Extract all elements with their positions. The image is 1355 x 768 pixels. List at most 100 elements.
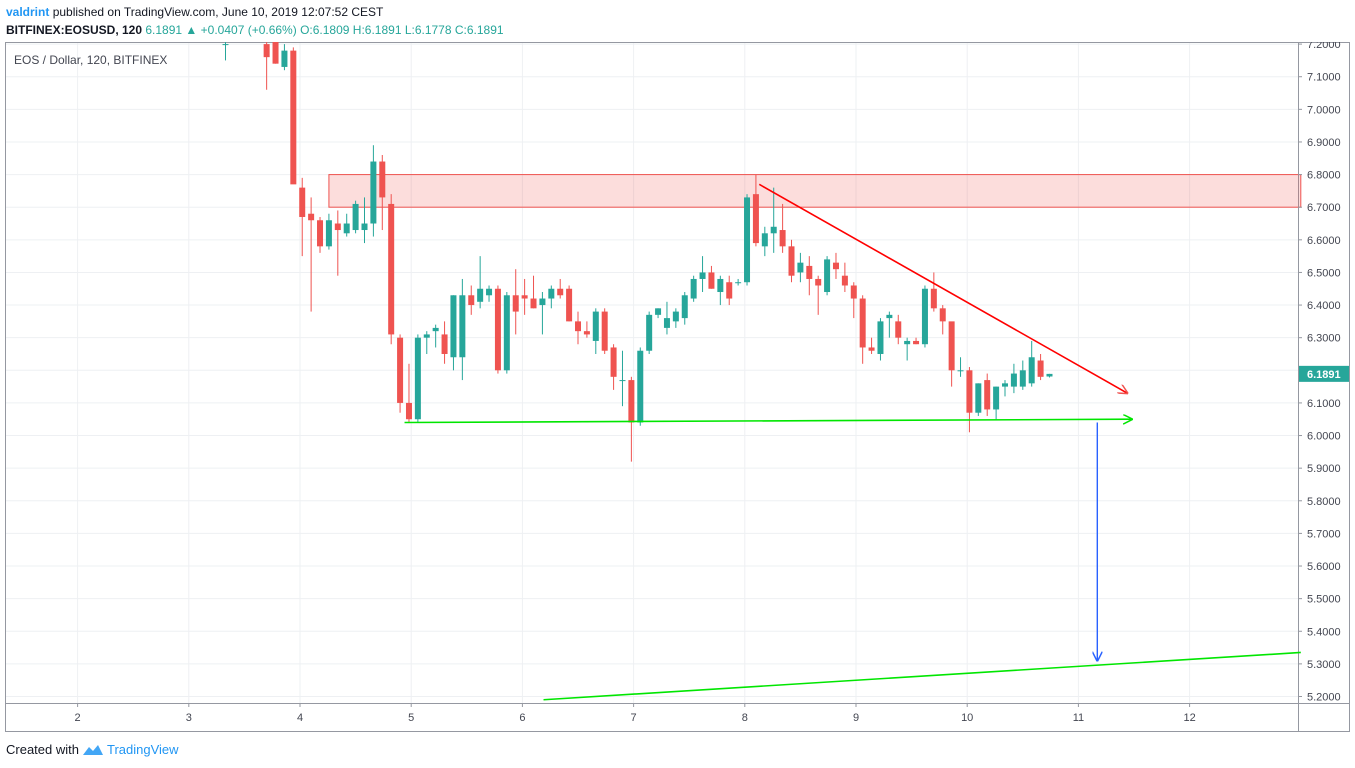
price-tick-label: 5.5000 (1307, 594, 1341, 606)
price-tick-label: 6.8000 (1307, 170, 1341, 182)
candle (222, 42, 229, 61)
up-triangle-icon: ▲ (185, 23, 198, 37)
price-tick-label: 5.8000 (1307, 496, 1341, 508)
price-tick-label: 5.9000 (1307, 463, 1341, 475)
candle-body (272, 42, 279, 64)
candle-body (405, 402, 412, 420)
candle (592, 308, 599, 354)
candle-body (788, 246, 795, 276)
tradingview-brand[interactable]: TradingView (106, 742, 179, 757)
candle-body (797, 262, 804, 273)
candle (610, 344, 617, 390)
candle (423, 331, 430, 354)
publish-info: valdrint published on TradingView.com, J… (6, 5, 383, 19)
candle (405, 363, 412, 423)
price-chart[interactable]: 5.2000 5.3000 5.4000 5.5000 5.6000 5.7000 5.80… (5, 42, 1350, 732)
candle (601, 308, 608, 354)
price-axis-labels: 5.2000 5.3000 5.4000 5.5000 5.6000 5.7000 5.80… (1298, 42, 1341, 704)
candle-body (877, 321, 884, 354)
candle (744, 194, 751, 286)
candle-body (841, 275, 848, 286)
candle (334, 210, 341, 276)
candle-body (699, 272, 706, 279)
candle-body (832, 262, 839, 270)
candle (575, 311, 581, 345)
candle-body (459, 295, 466, 358)
time-tick-label: 6 (519, 712, 525, 724)
price-tick-label: 5.6000 (1307, 561, 1341, 573)
candle-body (930, 288, 937, 309)
grid-lines (6, 43, 1298, 703)
candle (566, 285, 573, 322)
candle (699, 256, 706, 293)
candle-body (263, 44, 270, 58)
candle-body (468, 295, 475, 306)
chart-legend: EOS / Dollar, 120, BITFINEX (14, 53, 168, 67)
candle (432, 324, 439, 348)
symbol-name: BITFINEX:EOSUSD, 120 (6, 23, 143, 37)
candle (966, 367, 973, 433)
time-tick-label: 7 (631, 712, 637, 724)
candle-body (628, 380, 635, 423)
candle-body (939, 308, 946, 322)
time-tick-label: 3 (186, 712, 192, 724)
candle-body (290, 50, 297, 185)
price-tick-label: 6.1000 (1307, 398, 1341, 410)
chart-area[interactable]: 5.2000 5.3000 5.4000 5.5000 5.6000 5.7000 5.80… (5, 42, 1350, 732)
candle-body (317, 220, 324, 247)
candle (886, 311, 893, 338)
candle-body (379, 161, 386, 198)
candle-body (548, 288, 555, 299)
ohlc-values: O:6.1809 H:6.1891 L:6.1778 C:6.1891 (300, 23, 504, 37)
candle (503, 292, 510, 374)
candle-body (850, 285, 857, 299)
time-tick-label: 11 (1073, 712, 1084, 724)
candle (859, 295, 866, 364)
price-tick-label: 6.7000 (1307, 202, 1341, 214)
candle-body (352, 203, 359, 231)
candle (486, 285, 493, 302)
candle (539, 292, 546, 335)
candle (752, 174, 759, 247)
candle (299, 177, 306, 257)
time-tick-label: 12 (1183, 712, 1195, 724)
candle (494, 285, 501, 374)
candle-body (672, 311, 679, 322)
candle-body (1019, 370, 1026, 387)
author-name[interactable]: valdrint (6, 5, 50, 19)
candle (397, 334, 404, 413)
candle (770, 187, 777, 253)
candle (797, 252, 804, 283)
candle (877, 318, 884, 361)
symbol-info: BITFINEX:EOSUSD, 120 6.1891 ▲ +0.0407 (+… (6, 23, 504, 37)
candle-body (681, 295, 688, 319)
candle (619, 350, 626, 407)
candle (672, 308, 679, 328)
candle (325, 213, 332, 250)
candle-body (957, 370, 964, 372)
candles (222, 42, 1053, 462)
candle-body (530, 298, 537, 309)
candle-body (334, 223, 341, 231)
candle (913, 337, 920, 345)
candle-body (222, 44, 229, 46)
created-with-text: Created with (6, 742, 79, 757)
candle-body (868, 347, 875, 351)
candle-body (512, 295, 519, 312)
candle (521, 278, 528, 315)
candle-body (414, 337, 421, 420)
candle-body (726, 282, 733, 299)
price-tick-label: 6.3000 (1307, 333, 1341, 345)
price-tick-label: 7.2000 (1307, 42, 1341, 51)
candle-body (815, 278, 822, 286)
last-price: 6.1891 (145, 23, 183, 37)
candle-body (619, 380, 626, 382)
candle (1046, 373, 1053, 378)
candle (370, 145, 377, 237)
price-tick-label: 5.3000 (1307, 659, 1341, 671)
candle (850, 282, 857, 319)
candle (832, 252, 839, 279)
candle-body (557, 288, 564, 296)
time-tick-label: 4 (297, 712, 303, 724)
candle-body (388, 203, 395, 335)
